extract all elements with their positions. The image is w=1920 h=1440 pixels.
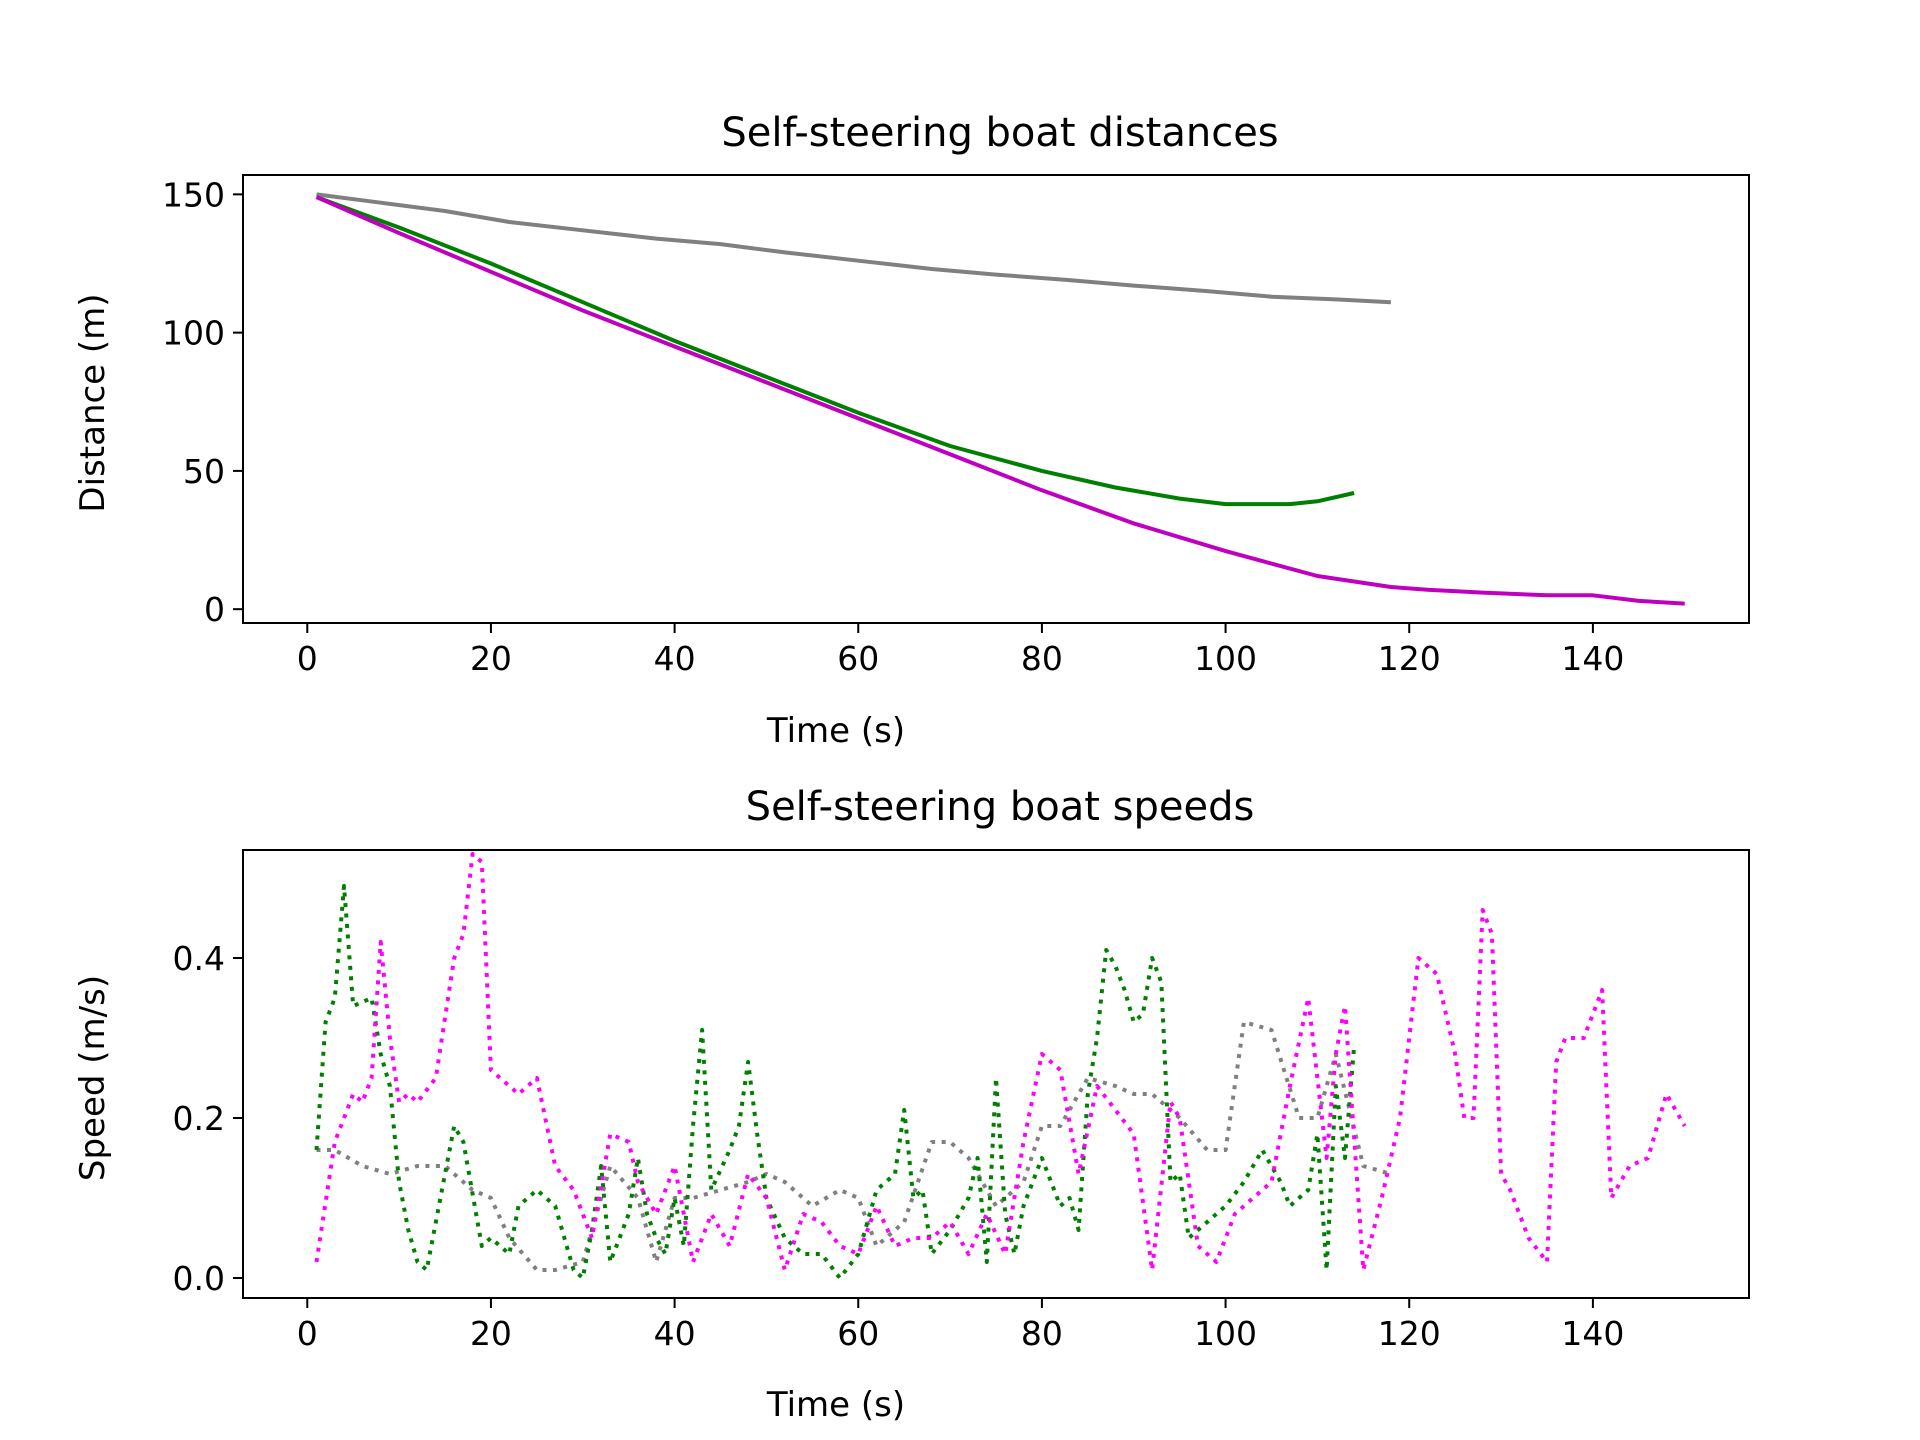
x-tick-label: 120 [1378, 639, 1441, 678]
x-tick-label: 60 [837, 639, 879, 678]
x-tick-label: 100 [1194, 639, 1257, 678]
series-line-1 [316, 192, 1392, 305]
x-tick-label: 40 [654, 639, 696, 678]
y-tick-label: 0.0 [173, 1259, 225, 1298]
distance-chart: Self-steering boat distances Time (s) Di… [73, 110, 1750, 751]
series-line-3 [315, 195, 1685, 606]
x-axis-label: Time (s) [766, 711, 905, 751]
x-tick-label: 120 [1378, 1314, 1441, 1353]
x-tick-label: 40 [654, 1314, 696, 1353]
x-tick-label: 140 [1561, 639, 1624, 678]
series-group [315, 192, 1685, 606]
x-tick-label: 140 [1561, 1314, 1624, 1353]
x-axis-label: Time (s) [766, 1385, 905, 1425]
tick-group: 0 20 40 60 80 100 120 140 0 50 100 150 [162, 175, 1624, 678]
x-tick-label: 20 [470, 1314, 512, 1353]
series-line-2 [315, 195, 1355, 507]
speed-chart: Self-steering boat speeds Time (s) Speed… [73, 784, 1750, 1425]
series-line-1 [316, 1020, 1392, 1272]
series-group [314, 852, 1687, 1280]
y-tick-label: 100 [162, 314, 225, 353]
x-tick-label: 20 [470, 639, 512, 678]
y-tick-label: 0.4 [173, 939, 225, 978]
x-tick-label: 100 [1194, 1314, 1257, 1353]
x-tick-label: 80 [1021, 1314, 1063, 1353]
tick-group: 0 20 40 60 80 100 120 140 0.0 0.2 0.4 [173, 939, 1625, 1353]
y-tick-label: 0 [204, 590, 225, 629]
x-tick-label: 0 [297, 639, 318, 678]
y-axis-label: Speed (m/s) [73, 975, 113, 1181]
plot-frame [242, 849, 1750, 1299]
chart-title: Self-steering boat distances [721, 110, 1278, 156]
x-tick-label: 0 [297, 1314, 318, 1353]
x-tick-label: 60 [837, 1314, 879, 1353]
y-axis-label: Distance (m) [73, 293, 113, 512]
y-tick-label: 0.2 [173, 1099, 225, 1138]
y-tick-label: 50 [183, 452, 225, 491]
y-tick-label: 150 [162, 175, 225, 214]
plot-frame [242, 174, 1750, 624]
chart-title: Self-steering boat speeds [746, 784, 1255, 830]
x-tick-label: 80 [1021, 639, 1063, 678]
